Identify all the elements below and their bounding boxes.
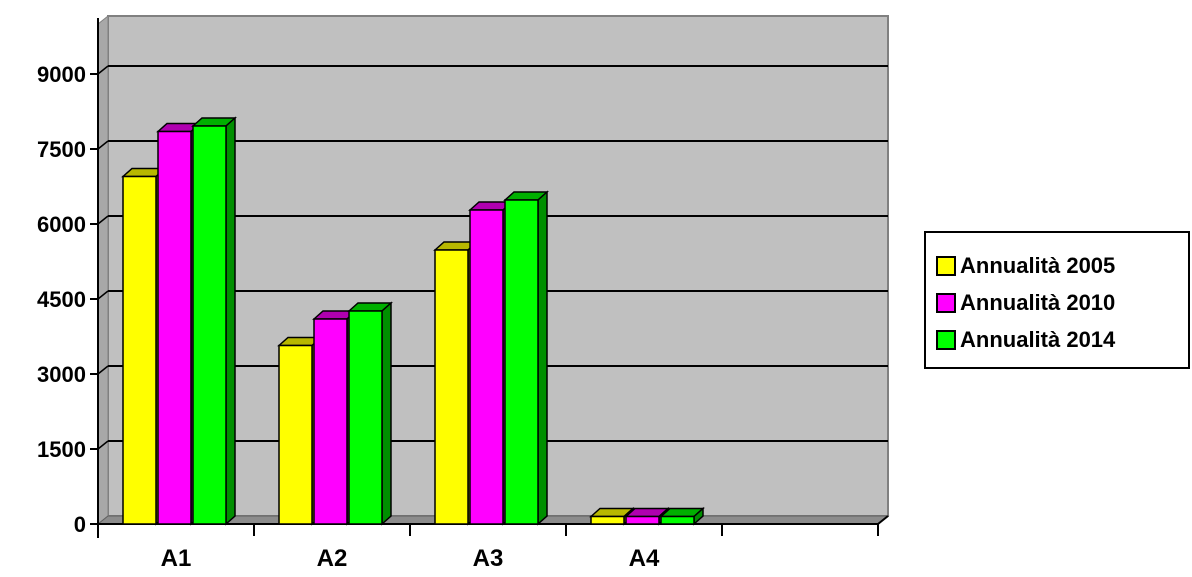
legend-label-2010: Annualità 2010 bbox=[960, 289, 1116, 315]
legend-item-2005: Annualità 2005 bbox=[936, 247, 1188, 284]
x-tick-label: A3 bbox=[473, 545, 504, 572]
bar bbox=[278, 344, 313, 525]
y-tick-label: 6000 bbox=[37, 212, 86, 237]
legend-label-2005: Annualità 2005 bbox=[960, 252, 1116, 278]
bar bbox=[122, 175, 157, 525]
legend-swatch-2005 bbox=[936, 255, 956, 276]
y-tick-label: 1500 bbox=[37, 437, 86, 462]
gridline-depth bbox=[97, 140, 109, 150]
bar bbox=[192, 125, 227, 525]
legend: Annualità 2005 Annualità 2010 Annualità … bbox=[924, 231, 1190, 369]
bar bbox=[625, 515, 660, 525]
y-tick-label: 7500 bbox=[37, 137, 86, 162]
bar-side bbox=[537, 190, 548, 526]
legend-item-2010: Annualità 2010 bbox=[936, 284, 1188, 321]
bar bbox=[348, 310, 383, 525]
x-axis-depth bbox=[877, 515, 889, 525]
x-tick-label: A2 bbox=[317, 545, 348, 572]
gridline-depth bbox=[97, 440, 109, 450]
x-tick-label: A1 bbox=[161, 545, 192, 572]
bar bbox=[504, 199, 539, 525]
legend-swatch-2014 bbox=[936, 329, 956, 350]
legend-label-2014: Annualità 2014 bbox=[960, 326, 1116, 352]
gridline-depth bbox=[97, 365, 109, 375]
legend-item-2014: Annualità 2014 bbox=[936, 321, 1188, 358]
bar bbox=[469, 209, 504, 525]
x-tick-label: A4 bbox=[629, 545, 660, 572]
gridline-depth bbox=[97, 215, 109, 225]
bar bbox=[590, 515, 625, 525]
y-tick-label: 3000 bbox=[37, 362, 86, 387]
gridline-depth bbox=[97, 290, 109, 300]
bar-side bbox=[225, 116, 236, 526]
bar bbox=[157, 130, 192, 525]
y-tick-label: 0 bbox=[74, 512, 86, 537]
bar bbox=[434, 249, 469, 525]
bar bbox=[313, 318, 348, 525]
bar-side bbox=[381, 301, 392, 526]
y-tick-label: 4500 bbox=[37, 287, 86, 312]
y-tick-label: 9000 bbox=[37, 62, 86, 87]
legend-swatch-2010 bbox=[936, 292, 956, 313]
gridline-depth bbox=[97, 65, 109, 75]
bar bbox=[660, 515, 695, 525]
